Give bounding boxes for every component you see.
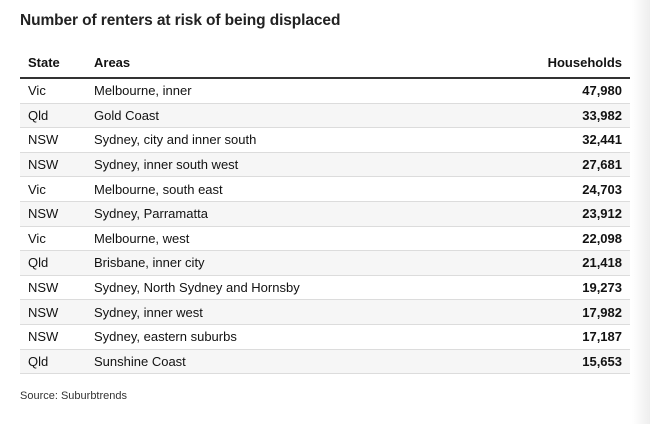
table-row: NSW Sydney, Parramatta 23,912 (20, 201, 630, 227)
cell-area: Sydney, inner west (86, 299, 473, 325)
cell-state: Vic (20, 176, 86, 202)
cell-households: 19,273 (472, 275, 630, 301)
cell-area: Sunshine Coast (86, 349, 473, 375)
cell-state: Vic (20, 226, 86, 252)
cell-state: Qld (20, 250, 86, 276)
table-row: Qld Gold Coast 33,982 (20, 103, 630, 129)
table-body: Vic Melbourne, inner 47,980 Qld Gold Coa… (20, 78, 630, 375)
cell-area: Sydney, inner south west (86, 152, 473, 178)
table-row: Vic Melbourne, west 22,098 (20, 226, 630, 252)
table-row: NSW Sydney, inner south west 27,681 (20, 152, 630, 178)
table-row: NSW Sydney, inner west 17,982 (20, 299, 630, 325)
cell-area: Gold Coast (86, 103, 473, 129)
table-row: Qld Brisbane, inner city 21,418 (20, 250, 630, 276)
cell-area: Brisbane, inner city (86, 250, 473, 276)
cell-households: 47,980 (472, 78, 630, 104)
cell-area: Melbourne, south east (86, 176, 473, 202)
table-row: Vic Melbourne, inner 47,980 (20, 78, 630, 104)
cell-households: 27,681 (472, 152, 630, 178)
page-edge-shadow (632, 0, 650, 424)
source-note: Source: Suburbtrends (20, 390, 128, 402)
cell-area: Sydney, eastern suburbs (86, 324, 473, 350)
header-state: State (20, 48, 86, 79)
cell-households: 21,418 (472, 250, 630, 276)
cell-state: NSW (20, 275, 86, 301)
cell-area: Melbourne, inner (86, 78, 473, 104)
header-households: Households (472, 48, 630, 79)
cell-households: 23,912 (472, 201, 630, 227)
cell-households: 22,098 (472, 226, 630, 252)
cell-households: 33,982 (472, 103, 630, 129)
table-row: NSW Sydney, eastern suburbs 17,187 (20, 324, 630, 350)
cell-households: 17,187 (472, 324, 630, 350)
table-row: NSW Sydney, North Sydney and Hornsby 19,… (20, 275, 630, 301)
cell-state: NSW (20, 152, 86, 178)
table-row: NSW Sydney, city and inner south 32,441 (20, 127, 630, 153)
cell-state: Vic (20, 78, 86, 104)
cell-area: Melbourne, west (86, 226, 473, 252)
cell-households: 17,982 (472, 299, 630, 325)
cell-households: 15,653 (472, 349, 630, 375)
renters-table: State Areas Households Vic Melbourne, in… (20, 48, 630, 375)
cell-area: Sydney, Parramatta (86, 201, 473, 227)
table-row: Qld Sunshine Coast 15,653 (20, 349, 630, 375)
header-row: State Areas Households (20, 48, 630, 79)
table-title: Number of renters at risk of being displ… (20, 12, 341, 29)
header-areas: Areas (86, 48, 473, 79)
cell-area: Sydney, North Sydney and Hornsby (86, 275, 473, 301)
cell-state: NSW (20, 201, 86, 227)
cell-state: NSW (20, 299, 86, 325)
cell-state: NSW (20, 127, 86, 153)
cell-households: 32,441 (472, 127, 630, 153)
table-header: State Areas Households (20, 48, 630, 79)
cell-state: Qld (20, 103, 86, 129)
cell-state: NSW (20, 324, 86, 350)
cell-households: 24,703 (472, 176, 630, 202)
cell-state: Qld (20, 349, 86, 375)
cell-area: Sydney, city and inner south (86, 127, 473, 153)
table-row: Vic Melbourne, south east 24,703 (20, 176, 630, 202)
